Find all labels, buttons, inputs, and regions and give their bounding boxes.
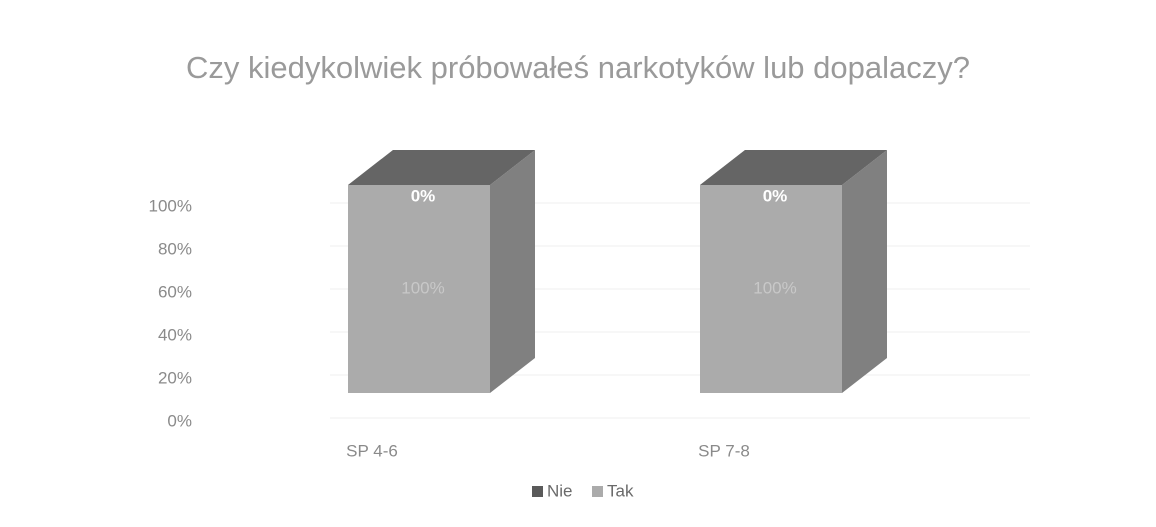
y-tick-label: 80% — [158, 239, 192, 258]
y-tick-label: 0% — [167, 411, 192, 430]
chart-title: Czy kiedykolwiek próbowałeś narkotyków l… — [186, 50, 970, 85]
legend-swatch — [592, 486, 603, 497]
legend-label: Nie — [547, 481, 573, 500]
y-tick-label: 60% — [158, 282, 192, 301]
y-tick-label: 40% — [158, 325, 192, 344]
x-tick-label: SP 7-8 — [698, 441, 750, 460]
y-tick-label: 20% — [158, 368, 192, 387]
bar-top — [700, 150, 887, 185]
bar-front — [700, 185, 842, 393]
bar — [348, 150, 535, 185]
data-label: 100% — [401, 278, 444, 297]
bar-side — [490, 150, 535, 393]
data-label: 0% — [763, 186, 788, 205]
legend-label: Tak — [607, 481, 634, 500]
bar-side — [842, 150, 887, 393]
legend-swatch — [532, 486, 543, 497]
bar — [700, 150, 887, 185]
bar — [700, 150, 887, 393]
y-tick-label: 100% — [149, 196, 192, 215]
bar-top — [348, 150, 535, 185]
x-tick-label: SP 4-6 — [346, 441, 398, 460]
data-label: 0% — [411, 186, 436, 205]
bar — [348, 150, 535, 393]
bar-front — [348, 185, 490, 393]
data-label: 100% — [753, 278, 796, 297]
